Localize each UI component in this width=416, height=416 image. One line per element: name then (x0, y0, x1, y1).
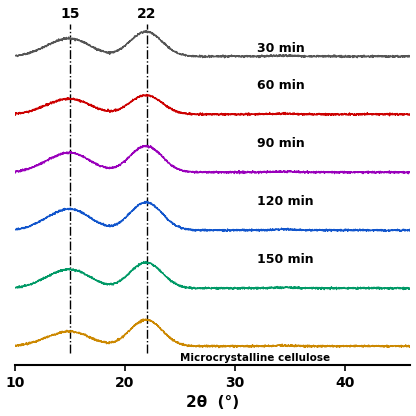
Text: 150 min: 150 min (257, 253, 313, 266)
Text: 60 min: 60 min (257, 79, 305, 92)
Text: 15: 15 (60, 7, 80, 21)
Text: 22: 22 (137, 7, 157, 21)
Text: 90 min: 90 min (257, 137, 305, 150)
Text: 120 min: 120 min (257, 195, 313, 208)
Text: 30 min: 30 min (257, 42, 305, 55)
X-axis label: 2θ  (°): 2θ (°) (186, 396, 239, 411)
Text: Microcrystalline cellulose: Microcrystalline cellulose (180, 353, 330, 364)
